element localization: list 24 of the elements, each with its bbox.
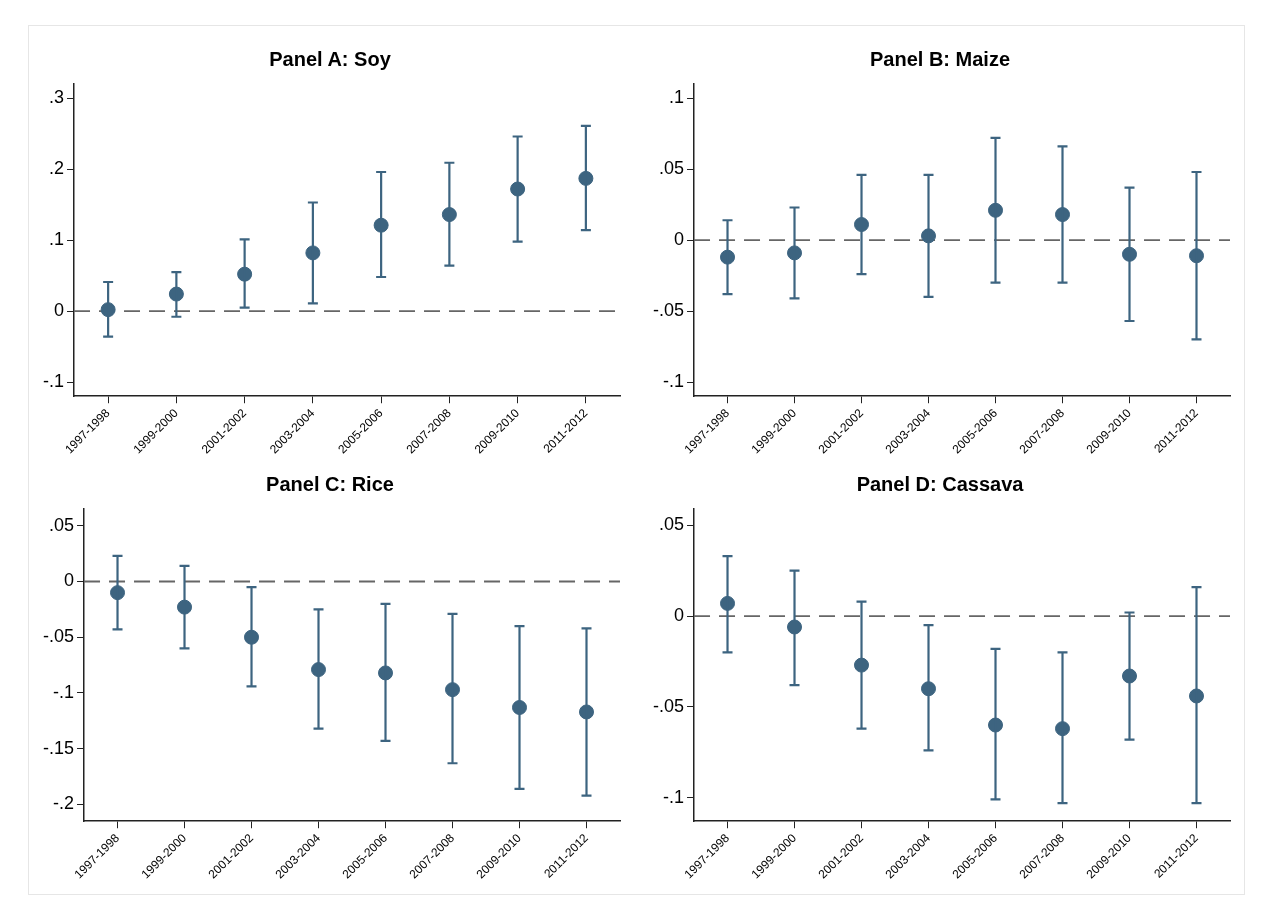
y-tick-label: -.2: [53, 793, 75, 814]
y-tick-label: -.1: [42, 371, 65, 392]
y-tick-label: -.1: [663, 371, 685, 392]
y-tick-label: -.05: [652, 300, 685, 321]
y-tick-label: 0: [674, 229, 685, 250]
y-tick-label: 0: [64, 570, 75, 591]
y-tick-label: .05: [48, 514, 75, 535]
chart-title: Panel B: Maize: [869, 47, 1011, 70]
chart-title: Panel D: Cassava: [856, 472, 1025, 495]
y-tick-label: -.1: [53, 681, 75, 702]
y-tick-label: -.05: [652, 695, 685, 716]
y-tick-label: .1: [48, 229, 65, 250]
y-tick-label: -.15: [42, 737, 75, 758]
y-tick-label: .3: [48, 87, 65, 108]
chart-title: Panel C: Rice: [266, 472, 394, 495]
y-tick-label: 0: [674, 605, 685, 626]
y-tick-label: 0: [53, 300, 65, 321]
y-tick-label: .2: [48, 158, 65, 179]
y-tick-label: .05: [658, 514, 685, 535]
y-tick-label: -.1: [663, 786, 685, 807]
chart-title: Panel A: Soy: [269, 47, 392, 70]
y-tick-label: .05: [658, 158, 685, 179]
y-tick-label: -.05: [42, 626, 75, 647]
y-tick-label: .1: [669, 87, 685, 108]
